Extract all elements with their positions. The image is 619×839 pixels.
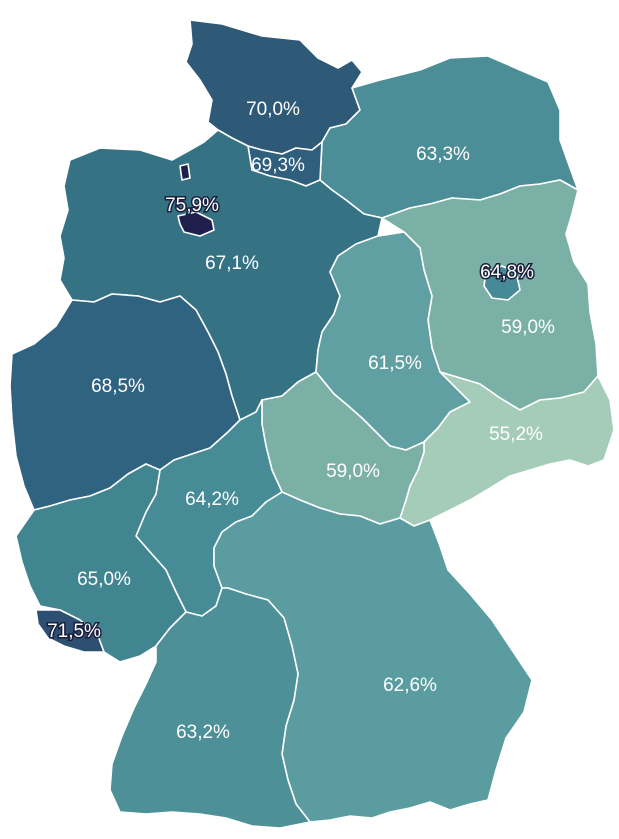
state-berlin[interactable]	[483, 265, 521, 301]
state-bremen-port[interactable]	[179, 163, 191, 181]
state-label-mecklenburg-vorpommern: 63,3%	[416, 144, 470, 165]
state-label-niedersachsen: 67,1%	[205, 253, 259, 274]
state-label-thueringen: 59,0%	[326, 461, 380, 482]
state-label-sachsen-anhalt: 61,5%	[368, 353, 422, 374]
state-label-saarland: 71,5%	[47, 621, 101, 642]
state-baden-wuerttemberg[interactable]	[109, 587, 311, 829]
state-label-hessen: 64,2%	[185, 489, 239, 510]
state-label-bayern: 62,6%	[383, 675, 437, 696]
state-saarland[interactable]	[35, 609, 105, 653]
state-label-nordrhein-westfalen: 68,5%	[91, 376, 145, 397]
state-label-hamburg: 69,3%	[251, 155, 305, 176]
state-label-bremen: 75,9%	[165, 195, 219, 216]
state-label-schleswig-holstein: 70,0%	[246, 99, 300, 120]
state-label-baden-wuerttemberg: 63,2%	[176, 722, 230, 743]
state-label-brandenburg: 59,0%	[501, 317, 555, 338]
state-bremen[interactable]	[177, 211, 215, 237]
state-rheinland-pfalz[interactable]	[15, 463, 187, 663]
state-label-sachsen: 55,2%	[489, 424, 543, 445]
state-label-rheinland-pfalz: 65,0%	[77, 569, 131, 590]
state-label-berlin: 64,8%	[480, 262, 534, 283]
